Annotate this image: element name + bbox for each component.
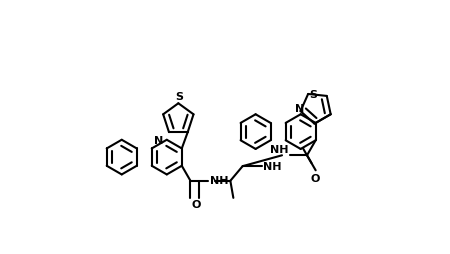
Text: O: O (191, 200, 201, 210)
Text: NH: NH (270, 145, 288, 154)
Text: N: N (154, 135, 163, 145)
Text: S: S (310, 90, 317, 100)
Text: S: S (176, 91, 184, 101)
Text: NH: NH (263, 162, 281, 171)
Text: NH: NH (210, 176, 228, 185)
Text: N: N (295, 104, 304, 114)
Text: O: O (311, 173, 320, 183)
